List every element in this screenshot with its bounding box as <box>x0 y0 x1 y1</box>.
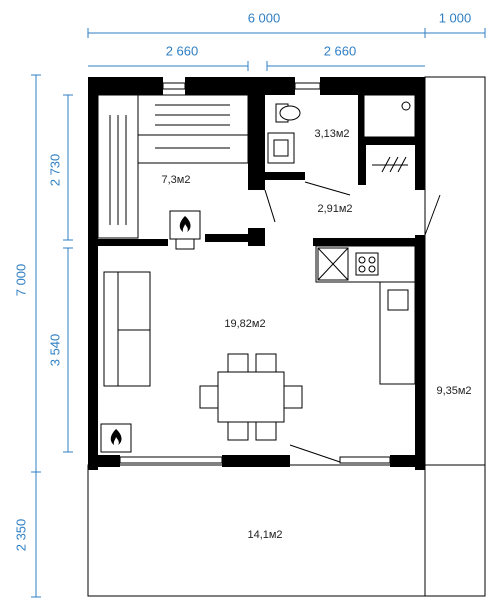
openings <box>119 82 441 464</box>
dim-label: 2 660 <box>324 43 357 58</box>
wall <box>185 77 295 95</box>
drain <box>401 101 411 111</box>
shower <box>363 94 416 138</box>
dim-label: 3 540 <box>47 334 62 367</box>
dim-label: 7 000 <box>13 264 28 297</box>
burner <box>368 256 376 264</box>
dim-label: 2 730 <box>47 154 62 187</box>
stove-base <box>175 238 195 250</box>
room-area: 9,35м2 <box>436 385 471 397</box>
wall <box>98 239 168 246</box>
wall <box>265 172 305 180</box>
fireplace <box>100 423 132 453</box>
bench <box>137 134 249 164</box>
window <box>339 456 391 464</box>
wall <box>358 145 366 185</box>
chair <box>255 421 277 441</box>
cabinet-cross <box>317 247 349 281</box>
wall <box>248 95 265 190</box>
door <box>264 189 276 223</box>
dim-label: 6 000 <box>248 10 281 25</box>
table <box>217 371 285 423</box>
door <box>424 194 441 236</box>
wall <box>248 228 265 246</box>
chair <box>283 385 303 409</box>
stove <box>169 210 201 240</box>
burner <box>358 265 366 273</box>
window <box>294 82 321 90</box>
wall <box>222 455 290 467</box>
wall <box>415 77 425 190</box>
sofa-back <box>103 271 119 387</box>
chair <box>199 385 219 409</box>
burner <box>368 265 376 273</box>
living-furniture <box>100 271 303 453</box>
wall <box>358 95 364 145</box>
sauna-furniture <box>97 94 249 250</box>
fire-icon <box>179 216 191 232</box>
chair <box>227 421 249 441</box>
chair <box>227 353 249 373</box>
room-labels: 7,3м2 3,13м2 2,91м2 19,82м2 9,35м2 14,1м… <box>162 128 472 541</box>
wall <box>313 238 415 246</box>
wall <box>88 77 163 95</box>
sink-bowl <box>273 139 289 157</box>
dimensions: 6 000 1 000 2 660 2 660 7 000 2 350 2 73… <box>13 10 486 598</box>
dim-label: 2 660 <box>166 43 199 58</box>
wall <box>88 77 98 470</box>
chair <box>255 353 277 373</box>
wall <box>358 137 415 145</box>
window <box>119 456 223 464</box>
walls <box>88 77 425 470</box>
hob <box>355 252 379 276</box>
room-area: 2,91м2 <box>317 203 352 215</box>
wall <box>88 455 120 467</box>
toilet <box>279 105 301 121</box>
door <box>304 181 351 196</box>
heater <box>389 156 399 173</box>
dim-label: 1 000 <box>439 10 472 25</box>
dim-label: 2 350 <box>13 519 28 552</box>
kitchen <box>315 245 416 385</box>
wall <box>390 455 425 467</box>
door <box>289 444 341 463</box>
bathroom-furniture <box>267 94 416 173</box>
fire-icon <box>110 429 122 445</box>
room-area: 3,13м2 <box>314 128 349 140</box>
side-terrace <box>424 76 486 597</box>
heater <box>397 156 407 173</box>
burner <box>358 256 366 264</box>
room-area: 7,3м2 <box>162 174 191 186</box>
heater <box>381 156 391 173</box>
window <box>162 82 186 90</box>
room-area: 19,82м2 <box>224 318 265 330</box>
wall <box>415 235 425 470</box>
room-area: 14,1м2 <box>247 529 282 541</box>
wall <box>205 234 265 242</box>
sink <box>387 289 409 311</box>
wall <box>320 77 425 95</box>
